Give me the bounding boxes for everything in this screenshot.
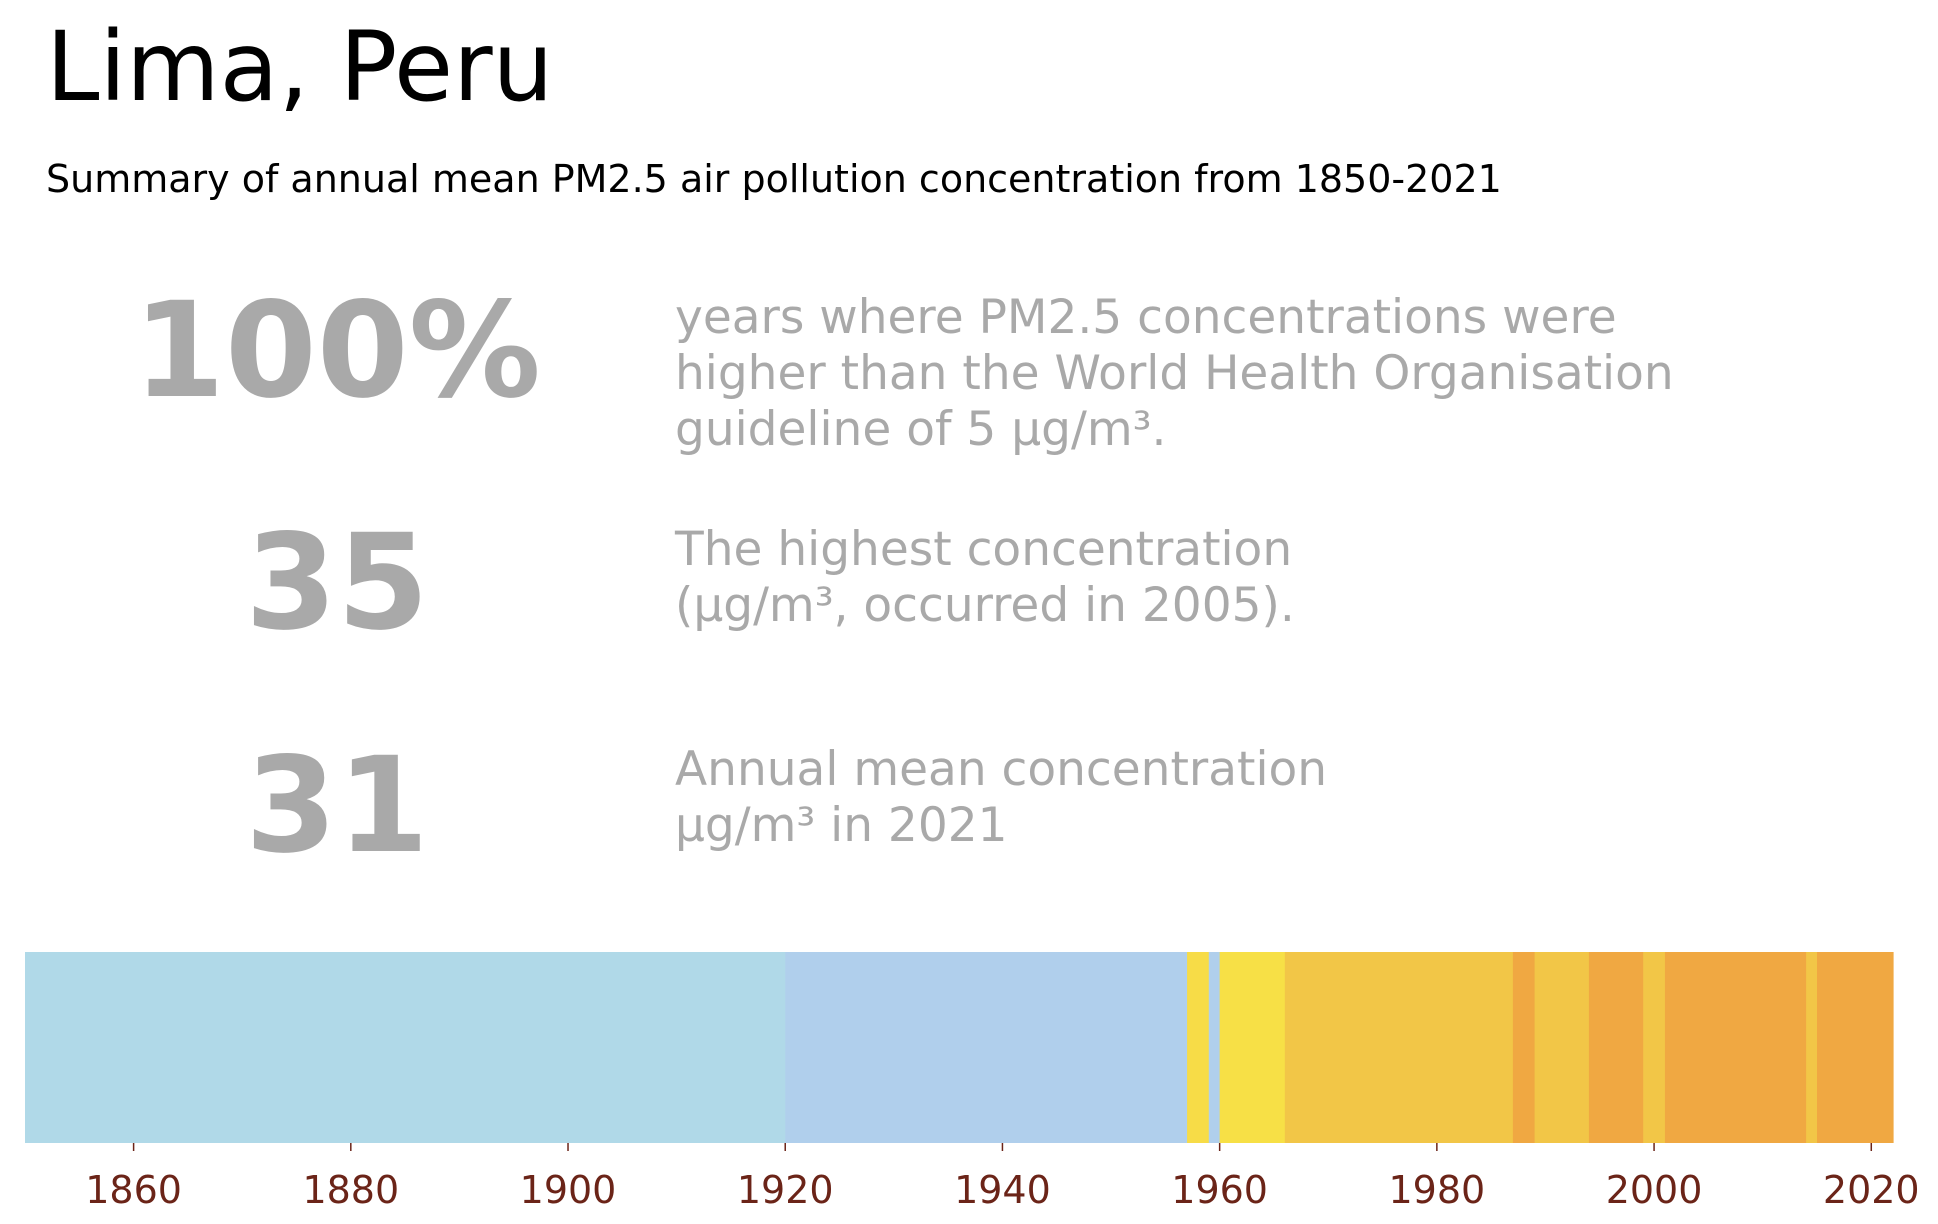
chart-title: Lima, Peru — [46, 11, 554, 123]
stat-latest-annual-mean: 31 — [245, 729, 429, 883]
stat-percentage-description: years where PM2.5 concentrations were hi… — [675, 290, 1674, 457]
stat-highest-concentration: 35 — [245, 506, 429, 660]
stripe-segment-1850-1919 — [25, 952, 786, 1143]
stripe-segment-1999-2000 — [1643, 952, 1666, 1143]
stripe-segment-1987-1988 — [1512, 952, 1536, 1143]
x-tick-label-1880: 1880 — [302, 1168, 399, 1212]
x-tick-label-1980: 1980 — [1389, 1168, 1486, 1212]
stripe-segment-2001-2013 — [1664, 952, 1807, 1143]
chart-subtitle: Summary of annual mean PM2.5 air polluti… — [46, 157, 1502, 201]
x-tick-label-2000: 2000 — [1606, 1168, 1703, 1212]
stripe-segment-1989-1993 — [1534, 952, 1590, 1143]
x-tick-label-1860: 1860 — [85, 1168, 182, 1212]
x-tick-label-1920: 1920 — [737, 1168, 834, 1212]
stripe-segment-1966-1986 — [1284, 952, 1514, 1143]
x-tick-label-1960: 1960 — [1171, 1168, 1268, 1212]
stripe-segment-1957-1958 — [1187, 952, 1210, 1143]
stat-percentage-above-guideline: 100% — [133, 274, 541, 428]
x-tick-label-1900: 1900 — [520, 1168, 617, 1212]
stripe-segment-2014-2014 — [1806, 952, 1818, 1143]
stripe-segment-1959-1959 — [1208, 952, 1221, 1143]
stripe-segment-1994-1998 — [1588, 952, 1644, 1143]
x-tick-label-1940: 1940 — [954, 1168, 1051, 1212]
x-tick-label-2020: 2020 — [1823, 1168, 1920, 1212]
stripe-segment-1920-1956 — [785, 952, 1188, 1143]
stat-latest-description: Annual mean concentration μg/m³ in 2021 — [675, 742, 1328, 853]
stat-highest-description: The highest concentration (μg/m³, occurr… — [675, 522, 1295, 633]
stripe-segment-1960-1965 — [1219, 952, 1286, 1143]
stripe-segment-2015-2021 — [1816, 952, 1894, 1143]
